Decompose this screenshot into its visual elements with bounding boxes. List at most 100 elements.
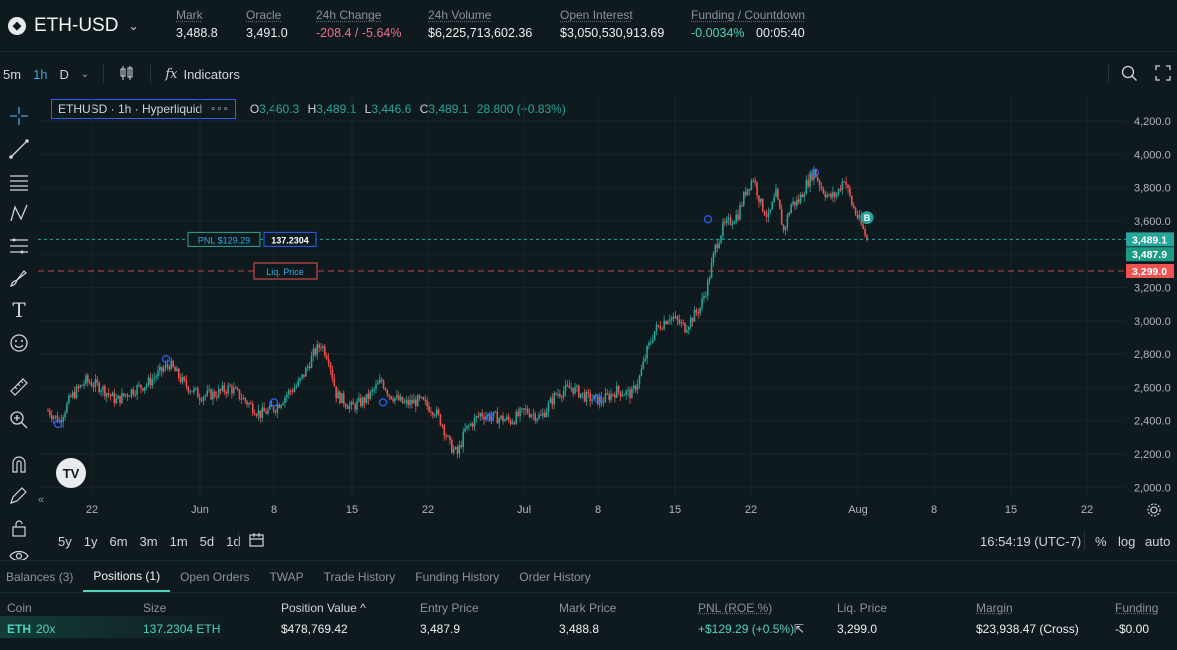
zoom-search-icon[interactable] [1120,64,1138,85]
settings-gear-icon[interactable] [1146,502,1162,521]
candle [767,207,770,223]
candle [659,321,662,331]
crosshair-icon[interactable] [7,104,31,128]
candle [221,381,224,393]
stat-label: Mark [176,8,203,22]
collapse-tools-icon[interactable]: « [38,494,45,506]
col-size[interactable]: Size [143,601,167,615]
candle [835,192,838,199]
ruler-icon[interactable] [7,375,31,399]
candle-type-icon[interactable] [112,65,142,84]
position-coin[interactable]: ETH [7,622,31,636]
candle [471,421,474,431]
tab-twap[interactable]: TWAP [269,569,304,584]
brush-icon[interactable] [7,266,31,290]
col-liq-price[interactable]: Liq. Price [837,601,888,615]
range-5d[interactable]: 5d [199,533,215,549]
coin-selector[interactable]: ◆ ETH-USD ⌄ [0,0,170,51]
trade-marker[interactable] [810,168,820,177]
candle [845,176,847,190]
range-1m[interactable]: 1m [169,533,188,549]
percent-toggle[interactable]: % [1095,533,1107,549]
function-icon[interactable]: fx [165,66,178,82]
magnet-icon[interactable] [7,452,31,476]
eye-icon[interactable] [7,544,31,568]
col-funding[interactable]: Funding [1115,601,1159,615]
candle [365,393,368,405]
time-axis[interactable]: 22 Jun 8 15 22 Jul 8 15 22 Aug 8 15 22 [38,498,1126,520]
trade-marker[interactable] [703,215,713,224]
col-position-value[interactable]: Position Value ^ [281,601,366,615]
more-icon[interactable]: ∘∘∘ [210,103,229,115]
auto-toggle[interactable]: auto [1145,533,1171,549]
candle [297,376,300,387]
range-1y[interactable]: 1y [83,533,98,549]
trade-marker[interactable] [378,398,388,407]
zoom-in-icon[interactable] [7,408,31,432]
tradingview-logo[interactable]: TV [56,458,86,488]
market-header: ◆ ETH-USD ⌄ Mark 3,488.8 Oracle 3,491.0 … [0,0,1177,52]
col-margin[interactable]: Margin [976,601,1013,615]
candle [657,324,660,328]
trade-marker[interactable] [593,394,603,404]
candle [710,257,713,279]
trade-marker[interactable] [161,354,171,364]
candle [718,239,720,249]
candle [475,415,478,423]
tab-order-history[interactable]: Order History [519,569,591,584]
stat-label: 24h Change [316,8,382,22]
candle [778,199,781,210]
chevron-down-icon[interactable]: ⌄ [80,68,90,80]
time-tick-label: 22 [86,504,98,516]
pencil-lock-icon[interactable] [7,483,31,507]
indicators-button[interactable]: Indicators [183,66,240,82]
candle [204,393,207,401]
tab-balances[interactable]: Balances (3) [6,569,74,584]
range-6m[interactable]: 6m [109,533,128,549]
horizontal-lines-icon[interactable] [7,170,31,194]
buy-marker[interactable]: B [860,211,874,225]
interval-5m[interactable]: 5m [3,66,22,82]
col-entry-price[interactable]: Entry Price [420,601,479,615]
trend-line-icon[interactable] [7,137,31,161]
pnl-label[interactable]: PNL $129.29 137.2304 [187,231,317,247]
candle [720,235,722,245]
emoji-icon[interactable] [7,331,31,355]
fullscreen-icon[interactable] [1154,64,1172,85]
candle [424,395,427,406]
liq-price-label[interactable]: Liq. Price [253,262,318,280]
tab-funding-history[interactable]: Funding History [415,569,500,584]
text-icon[interactable]: T [12,298,26,322]
tab-trade-history[interactable]: Trade History [323,569,396,584]
pattern-icon[interactable] [7,202,31,226]
col-coin[interactable]: Coin [7,601,32,615]
trade-marker[interactable] [485,413,495,422]
interval-d[interactable]: D [59,66,69,82]
share-icon[interactable]: ⇱ [794,622,805,636]
col-mark-price[interactable]: Mark Price [559,601,617,615]
log-toggle[interactable]: log [1118,533,1136,549]
interval-1h[interactable]: 1h [33,66,48,82]
col-pnl[interactable]: PNL (ROE %) [698,601,773,615]
candle [214,389,216,399]
range-5y[interactable]: 5y [58,533,72,549]
candle [568,379,571,389]
candle [308,362,311,371]
trade-marker[interactable] [269,398,279,407]
candle [841,178,844,195]
range-3m[interactable]: 3m [139,533,158,549]
price-axis[interactable]: 4,200.04,000.03,800.03,600.03,400.03,200… [1126,95,1177,497]
candle [155,373,157,382]
candle [215,391,218,401]
symbol-legend[interactable]: ETHUSD · 1h · Hyperliquid ∘∘∘ [51,99,236,119]
range-1d[interactable]: 1d [226,533,241,549]
trade-marker[interactable] [53,419,63,429]
calendar-range-icon[interactable] [248,531,266,552]
candle [64,410,66,421]
lock-icon[interactable] [7,516,31,540]
tab-open-orders[interactable]: Open Orders [180,569,250,584]
fib-icon[interactable] [7,234,31,258]
chart-clock[interactable]: 16:54:19 (UTC-7) [980,533,1082,549]
tab-positions[interactable]: Positions (1) [83,561,171,592]
price-chart[interactable]: B PNL $129.29 137.2304 Liq. Price [38,95,1126,497]
